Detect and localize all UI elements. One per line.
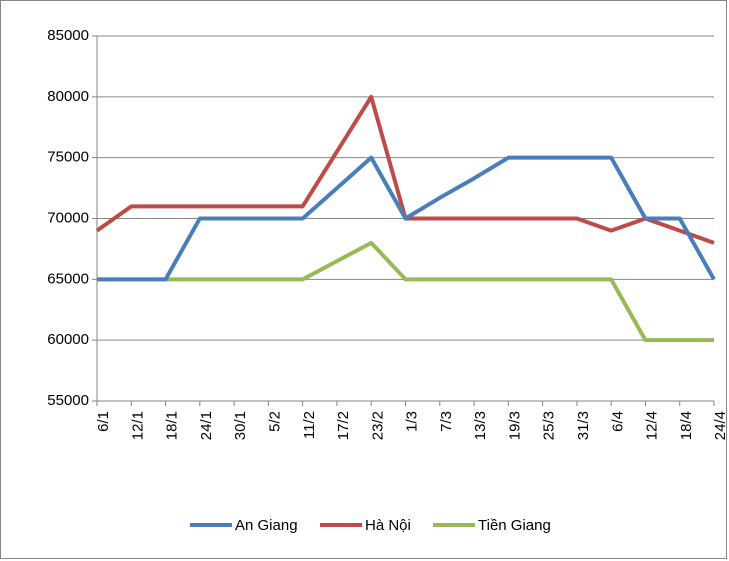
- y-tick-label: 80000: [47, 88, 89, 105]
- x-tick-label: 19/3: [506, 411, 523, 440]
- series-line: [97, 155, 716, 282]
- x-tick-label: 25/3: [541, 411, 558, 440]
- legend-label: Tiền Giang: [478, 517, 551, 534]
- legend-label: An Giang: [235, 517, 298, 534]
- x-tick-label: 6/4: [609, 411, 626, 432]
- x-tick-label: 1/3: [404, 411, 421, 432]
- x-tick-label: 31/3: [575, 411, 592, 440]
- y-tick-label: 75000: [47, 149, 89, 166]
- x-tick-label: 24/1: [198, 411, 215, 440]
- x-tick-label: 5/2: [266, 411, 283, 432]
- x-tick-label: 18/1: [164, 411, 181, 440]
- x-tick-label: 17/2: [335, 411, 352, 440]
- y-tick-label: 60000: [47, 331, 89, 348]
- y-tick-label: 55000: [47, 392, 89, 409]
- x-tick-label: 6/1: [95, 411, 112, 432]
- y-tick-label: 85000: [47, 27, 89, 44]
- y-tick-label: 65000: [47, 270, 89, 287]
- x-tick-label: 12/4: [644, 411, 661, 440]
- series-line: [97, 240, 714, 343]
- legend-label: Hà Nội: [365, 517, 411, 534]
- x-tick-label: 12/1: [129, 411, 146, 440]
- x-tick-label: 30/1: [232, 411, 249, 440]
- x-tick-label: 23/2: [369, 411, 386, 440]
- y-tick-label: 70000: [47, 209, 89, 226]
- x-tick-label: 11/2: [301, 411, 318, 439]
- x-tick-label: 7/3: [438, 411, 455, 432]
- x-tick-label: 18/4: [678, 411, 695, 440]
- x-tick-label: 24/4: [712, 411, 729, 440]
- x-tick-label: 13/3: [472, 411, 489, 440]
